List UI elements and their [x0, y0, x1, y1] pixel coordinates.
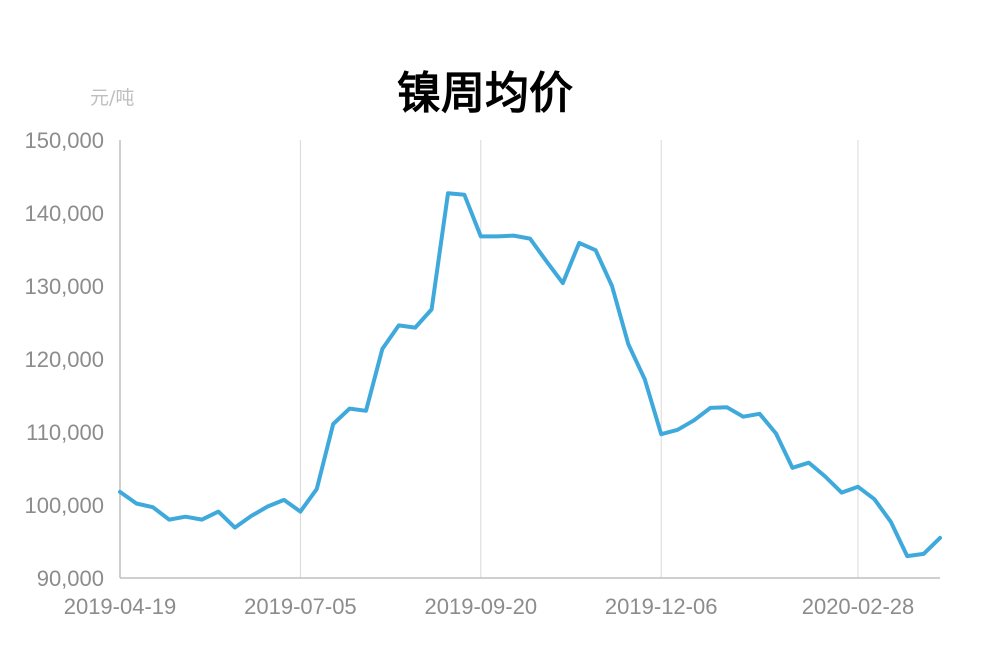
- data-point: [856, 485, 860, 489]
- y-axis-ticks: 90,000 100,000 110,000 120,000 130,000 140,00…: [24, 128, 104, 591]
- data-point: [889, 520, 893, 524]
- data-point: [216, 510, 220, 514]
- data-point: [118, 490, 122, 494]
- data-point: [610, 284, 614, 288]
- x-tick-label: 2019-09-20: [425, 594, 538, 619]
- data-point: [840, 491, 844, 495]
- data-point: [266, 504, 270, 508]
- data-point: [561, 281, 565, 285]
- data-point: [331, 422, 335, 426]
- data-point: [315, 487, 319, 491]
- x-tick-label: 2019-04-19: [64, 594, 177, 619]
- y-tick-label: 110,000: [26, 420, 104, 445]
- data-point: [430, 307, 434, 311]
- data-point: [872, 497, 876, 501]
- data-point: [512, 234, 516, 238]
- series-layer: [118, 191, 942, 559]
- data-point: [692, 418, 696, 422]
- x-tick-label: 2019-07-05: [244, 594, 357, 619]
- data-point: [151, 505, 155, 509]
- series-line: [118, 191, 942, 559]
- data-point: [413, 326, 417, 330]
- data-point: [643, 377, 647, 381]
- y-tick-label: 120,000: [24, 347, 104, 372]
- axes: [119, 140, 940, 579]
- data-point: [905, 554, 909, 558]
- x-tick-label: 2020-02-28: [802, 594, 915, 619]
- data-point: [495, 234, 499, 238]
- data-point: [167, 518, 171, 522]
- data-point: [282, 498, 286, 502]
- y-tick-label: 130,000: [24, 274, 104, 299]
- data-point: [790, 466, 794, 470]
- gridlines: [299, 140, 859, 578]
- data-point: [364, 409, 368, 413]
- data-point: [462, 193, 466, 197]
- data-point: [594, 248, 598, 252]
- data-point: [676, 428, 680, 432]
- data-point: [626, 342, 630, 346]
- data-point: [200, 518, 204, 522]
- data-point: [577, 241, 581, 245]
- data-point: [659, 432, 663, 436]
- y-unit-label: 元/吨: [90, 87, 134, 109]
- data-point: [938, 536, 942, 540]
- data-point: [741, 415, 745, 419]
- data-point: [528, 237, 532, 241]
- data-point: [184, 515, 188, 519]
- y-tick-label: 100,000: [24, 493, 104, 518]
- data-point: [922, 552, 926, 556]
- data-point: [298, 510, 302, 514]
- data-point: [397, 323, 401, 327]
- data-point: [758, 412, 762, 416]
- data-point: [544, 259, 548, 263]
- x-axis-ticks: 2019-04-19 2019-07-05 2019-09-20 2019-12-06…: [64, 594, 915, 619]
- y-tick-label: 90,000: [37, 566, 104, 591]
- data-point: [725, 405, 729, 409]
- data-point: [774, 431, 778, 435]
- data-point: [348, 407, 352, 411]
- data-point: [807, 461, 811, 465]
- y-tick-label: 150,000: [24, 128, 104, 153]
- data-point: [380, 347, 384, 351]
- data-point: [708, 406, 712, 410]
- y-tick-label: 140,000: [24, 201, 104, 226]
- data-point: [823, 475, 827, 479]
- x-tick-label: 2019-12-06: [605, 594, 718, 619]
- chart-title: 镍周均价: [397, 68, 573, 119]
- data-point: [446, 191, 450, 195]
- data-point: [479, 234, 483, 238]
- data-point: [233, 526, 237, 530]
- data-point: [134, 502, 138, 506]
- data-point: [249, 514, 253, 518]
